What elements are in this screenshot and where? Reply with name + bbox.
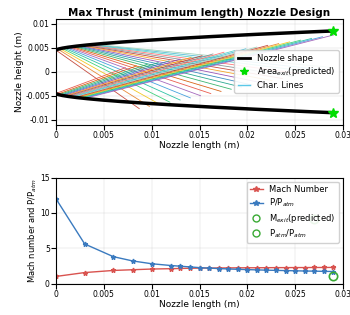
Legend: Mach Number, P/P$_{atm}$, M$_{exit}$(predicted), P$_{atm}$/P$_{atm}$: Mach Number, P/P$_{atm}$, M$_{exit}$(pre…	[247, 182, 339, 243]
Y-axis label: Mach number and P/P$_{atm}$: Mach number and P/P$_{atm}$	[26, 178, 39, 283]
Legend: Nozzle shape, Area$_{exit}$(predicted), Char. Lines: Nozzle shape, Area$_{exit}$(predicted), …	[234, 50, 339, 93]
X-axis label: Nozzle length (m): Nozzle length (m)	[159, 141, 240, 150]
Y-axis label: Nozzle height (m): Nozzle height (m)	[15, 32, 24, 112]
X-axis label: Nozzle length (m): Nozzle length (m)	[159, 300, 240, 309]
Title: Max Thrust (minimum length) Nozzle Design: Max Thrust (minimum length) Nozzle Desig…	[69, 8, 330, 18]
